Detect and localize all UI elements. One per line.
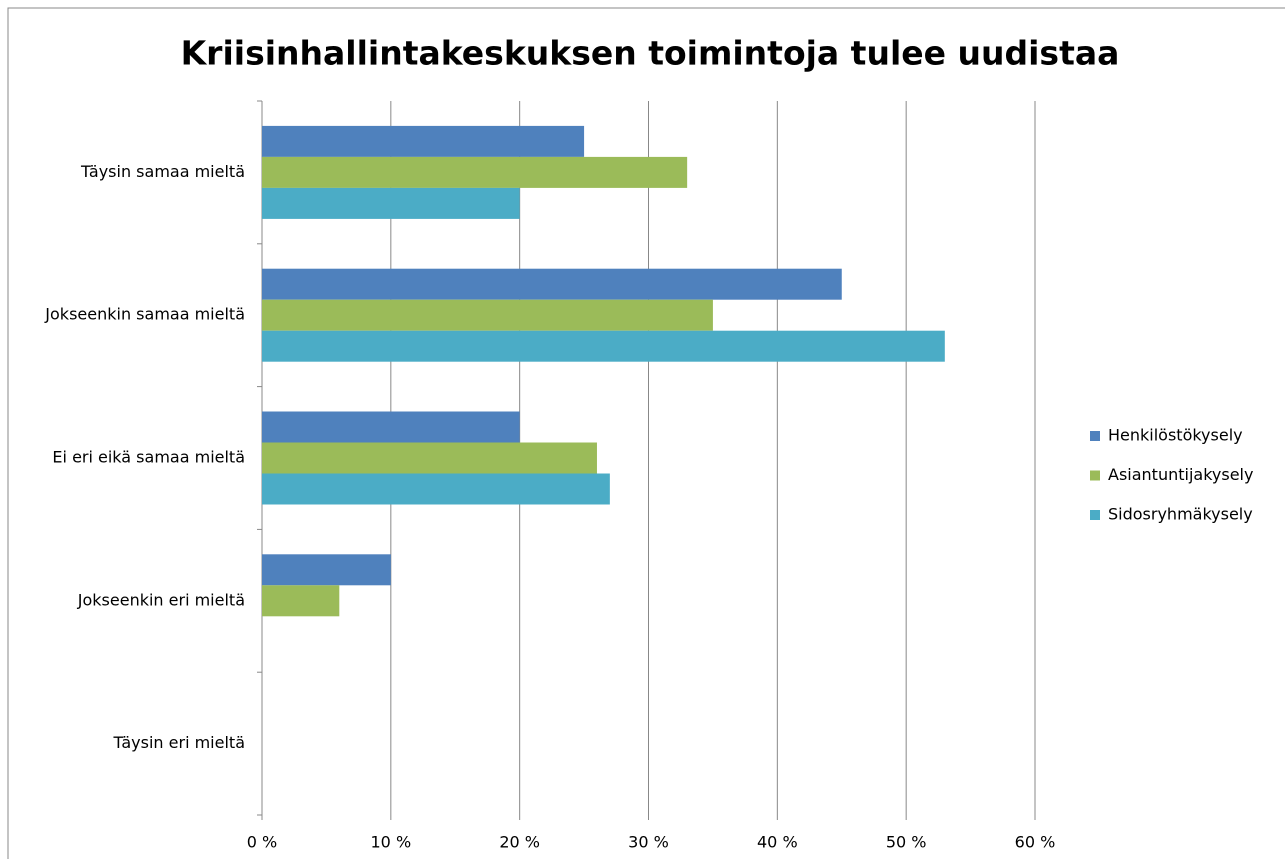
- x-tick-label: 0 %: [247, 833, 277, 852]
- legend-swatch: [1090, 431, 1100, 441]
- legend-label: Asiantuntijakysely: [1108, 465, 1253, 484]
- y-tick-label: Ei eri eikä samaa mieltä: [52, 448, 245, 467]
- bar: [262, 411, 520, 443]
- bar: [262, 268, 842, 300]
- x-tick-label: 40 %: [757, 833, 798, 852]
- bar: [262, 585, 340, 617]
- x-tick-label: 10 %: [371, 833, 412, 852]
- legend-label: Sidosryhmäkysely: [1108, 505, 1253, 524]
- bar: [262, 442, 597, 474]
- bar: [262, 330, 945, 362]
- legend-swatch: [1090, 510, 1100, 520]
- x-tick-label: 30 %: [628, 833, 669, 852]
- legend-swatch: [1090, 470, 1100, 481]
- x-tick-label: 60 %: [1015, 833, 1056, 852]
- bar: [262, 554, 391, 586]
- chart-title: Kriisinhallintakeskuksen toimintoja tule…: [181, 34, 1120, 73]
- bar: [262, 125, 585, 157]
- y-tick-label: Täysin samaa mieltä: [80, 162, 245, 181]
- bar: [262, 156, 688, 188]
- bar: [262, 187, 520, 219]
- x-tick-label: 20 %: [499, 833, 540, 852]
- bar: [262, 299, 713, 331]
- y-tick-label: Jokseenkin samaa mieltä: [44, 305, 245, 324]
- y-tick-label: Jokseenkin eri mieltä: [77, 590, 245, 609]
- chart-frame: [7, 7, 1285, 859]
- y-tick-label: Täysin eri mieltä: [112, 733, 245, 752]
- legend-label: Henkilöstökysely: [1108, 426, 1243, 445]
- bar: [262, 473, 610, 505]
- x-tick-label: 50 %: [886, 833, 927, 852]
